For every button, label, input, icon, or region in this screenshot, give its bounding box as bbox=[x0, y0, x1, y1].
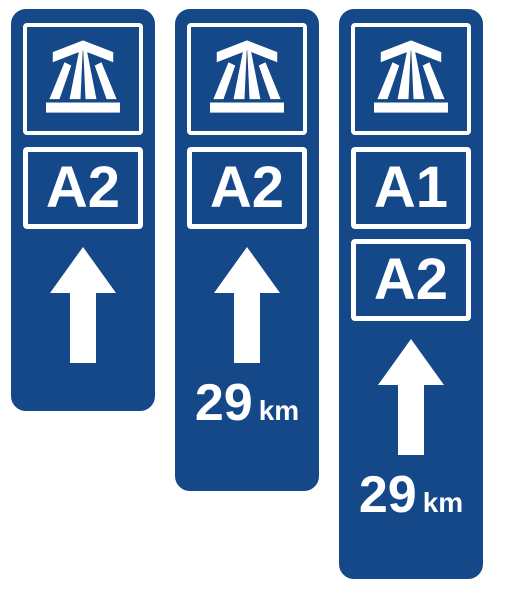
distance-label: 29 km bbox=[195, 373, 299, 433]
motorway-icon bbox=[23, 23, 143, 135]
motorway-glyph bbox=[365, 37, 457, 121]
motorway-direction-sign-2: A2 29 km bbox=[172, 6, 322, 494]
route-badge: A2 bbox=[351, 239, 471, 321]
motorway-glyph bbox=[201, 37, 293, 121]
route-badge: A2 bbox=[23, 147, 143, 229]
route-label: A1 bbox=[374, 159, 448, 217]
up-arrow-icon bbox=[48, 245, 118, 365]
distance-unit: km bbox=[423, 487, 463, 519]
route-label: A2 bbox=[210, 159, 284, 217]
motorway-icon bbox=[187, 23, 307, 135]
motorway-icon bbox=[351, 23, 471, 135]
up-arrow-icon bbox=[212, 245, 282, 365]
route-label: A2 bbox=[46, 159, 120, 217]
distance-value: 29 bbox=[195, 373, 253, 433]
route-badge: A1 bbox=[351, 147, 471, 229]
up-arrow-icon bbox=[376, 337, 446, 457]
motorway-glyph bbox=[37, 37, 129, 121]
distance-unit: km bbox=[259, 395, 299, 427]
motorway-direction-sign-3: A1 A2 29 km bbox=[336, 6, 486, 582]
motorway-direction-sign-1: A2 bbox=[8, 6, 158, 414]
route-label: A2 bbox=[374, 251, 448, 309]
distance-value: 29 bbox=[359, 465, 417, 525]
sign-collection: A2 A2 bbox=[0, 0, 506, 600]
route-badge: A2 bbox=[187, 147, 307, 229]
distance-label: 29 km bbox=[359, 465, 463, 525]
